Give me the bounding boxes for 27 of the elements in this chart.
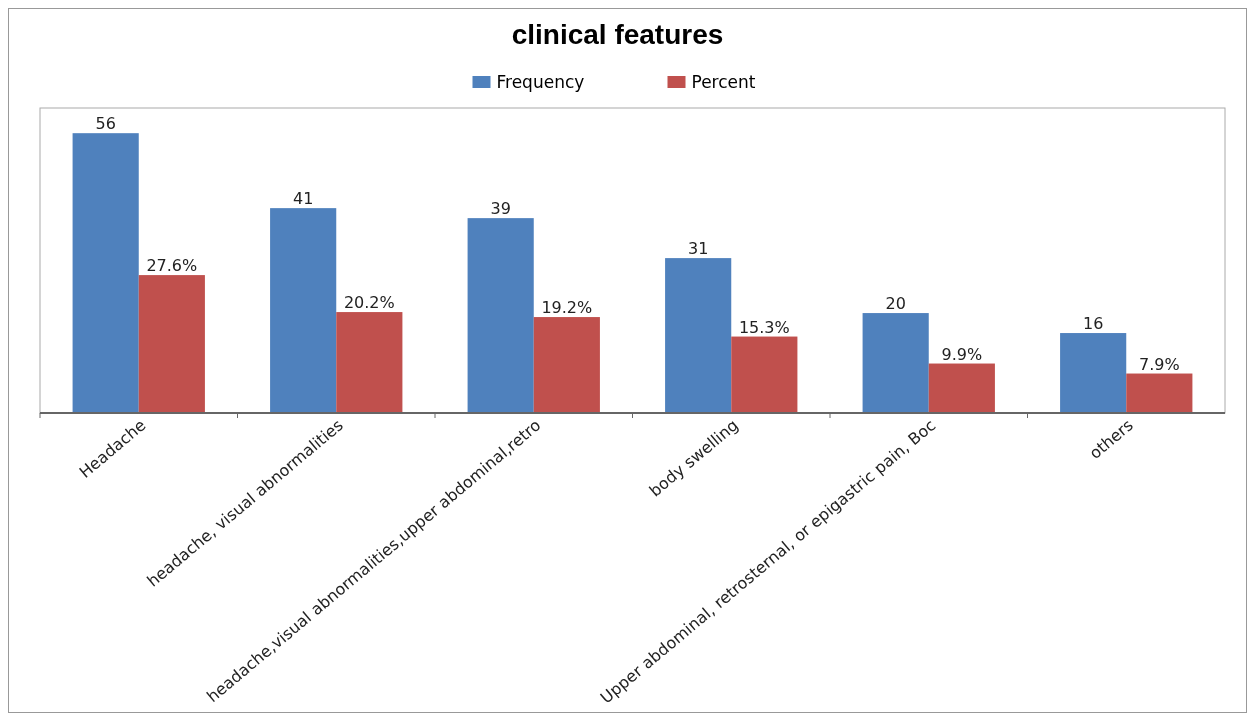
data-label: 9.9%: [941, 344, 983, 364]
data-label: 7.9%: [1139, 354, 1180, 374]
data-label: 19.2%: [541, 298, 593, 318]
bar: [533, 317, 600, 413]
data-label: 56: [95, 114, 116, 134]
bar: [270, 208, 337, 413]
bar: [467, 218, 534, 413]
bar: [72, 133, 139, 413]
data-label: 16: [1082, 314, 1104, 334]
data-label: 27.6%: [146, 256, 198, 276]
data-label: 20: [885, 294, 906, 314]
bar: [928, 363, 995, 413]
bar: [336, 312, 403, 413]
bar: [665, 258, 732, 413]
data-label: 15.3%: [738, 317, 790, 337]
data-label: 31: [687, 239, 709, 259]
bar: [862, 313, 929, 413]
legend-label: Percent: [691, 72, 756, 92]
bar: [731, 336, 798, 413]
data-label: 39: [490, 199, 511, 219]
chart-title: clinical features: [511, 19, 724, 50]
data-label: 20.2%: [343, 293, 395, 313]
bar: [1060, 333, 1127, 413]
bar: [138, 275, 205, 413]
data-label: 41: [292, 189, 314, 209]
bar: [1126, 373, 1193, 413]
legend-label: Frequency: [496, 72, 585, 92]
